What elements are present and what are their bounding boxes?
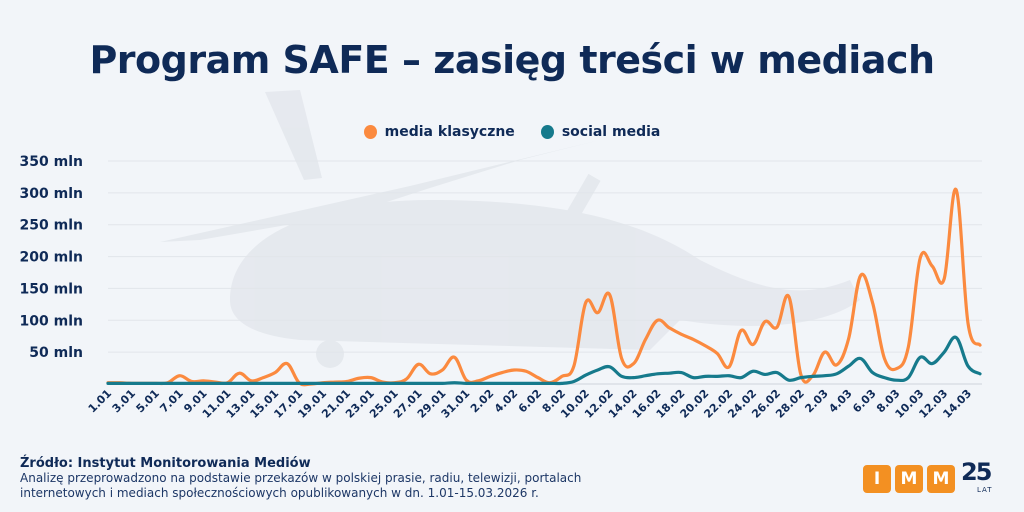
x-tick-label: 4.03	[826, 387, 854, 415]
y-axis: 50 mln 100 mln 150 mln 200 mln 250 mln 300 ml…	[20, 154, 83, 361]
y-tick-label: 150 mln	[20, 281, 83, 297]
footer: Źródło: Instytut Monitorowania Mediów An…	[20, 456, 581, 501]
legend-item-media-klasyczne[interactable]: media klasyczne	[363, 124, 515, 140]
y-tick-label: 200 mln	[20, 250, 83, 266]
y-tick-label: 300 mln	[20, 186, 83, 202]
x-tick-label: 4.02	[492, 387, 520, 415]
note-line-2: internetowych i mediach społecznościowyc…	[20, 486, 539, 500]
source-label: Źródło: Instytut Monitorowania Mediów	[20, 456, 311, 471]
legend-label: social media	[561, 124, 661, 140]
chart-title: Program SAFE – zasięg treści w mediach	[89, 38, 935, 82]
x-tick-label: 2.02	[468, 387, 496, 415]
plot-lines	[106, 188, 982, 387]
x-tick-label: 6.03	[850, 387, 878, 415]
y-tick-label: 250 mln	[20, 218, 83, 234]
x-tick-label: 6.02	[516, 387, 544, 415]
logo-letter: I	[863, 465, 891, 493]
x-tick-label: 3.01	[110, 387, 138, 415]
logo-letter: M	[927, 465, 955, 493]
logo-years-label: LAT	[977, 486, 993, 494]
note-line-1: Analizę przeprowadzono na podstawie prze…	[20, 471, 582, 485]
y-tick-label: 50 mln	[29, 345, 83, 361]
legend: media klasyczne social media	[0, 124, 1024, 140]
series-line-social-media	[106, 335, 982, 386]
legend-dot-teal-icon	[540, 125, 554, 139]
x-tick-label: 7.01	[157, 387, 185, 415]
logo-anniversary: 25 LAT	[961, 458, 995, 494]
y-tick-label: 350 mln	[20, 154, 83, 170]
legend-item-social-media[interactable]: social media	[540, 124, 661, 140]
x-tick-label: 1.01	[86, 387, 114, 415]
y-tick-label: 100 mln	[20, 313, 83, 329]
x-tick-label: 5.01	[134, 387, 162, 415]
logo-letter: M	[895, 465, 923, 493]
imm-logo: I M M 25 LAT	[863, 458, 995, 494]
legend-label: media klasyczne	[384, 124, 515, 140]
logo-years: 25	[961, 458, 992, 486]
legend-dot-orange-icon	[363, 125, 377, 139]
x-axis: 1.013.015.017.019.0111.0113.0115.0117.01…	[86, 387, 974, 421]
x-tick-label: 2.03	[802, 387, 830, 415]
